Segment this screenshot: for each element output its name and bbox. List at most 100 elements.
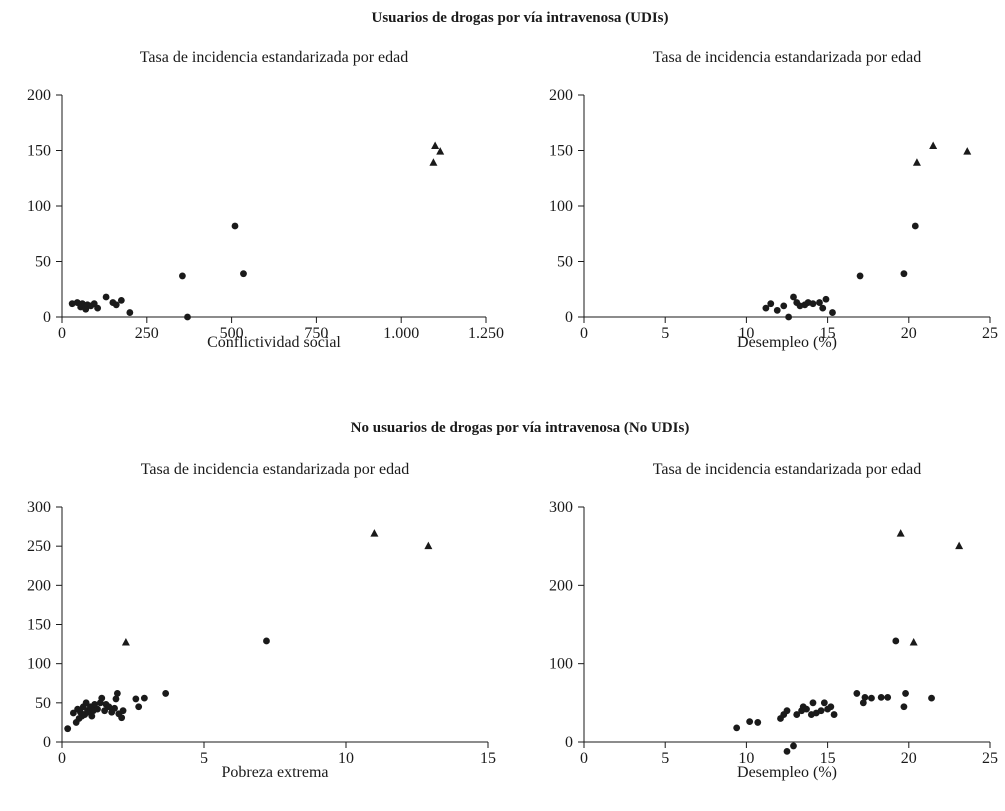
data-point-circle [240, 270, 247, 278]
y-tick-label: 200 [549, 87, 573, 104]
x-tick-label: 15 [480, 750, 496, 767]
data-point-circle [817, 707, 825, 715]
data-point-circle [859, 699, 867, 707]
data-point-circle [783, 748, 791, 755]
x-axis-label: Desempleo (%) [737, 334, 837, 351]
y-tick-label: 100 [549, 198, 573, 215]
data-point-triangle [929, 141, 938, 150]
data-point-circle [790, 293, 797, 301]
data-point-triangle [963, 147, 972, 155]
data-point-circle [790, 742, 797, 750]
y-tick-label: 200 [549, 577, 573, 594]
scatter-panel-4: Tasa de incidencia estandarizada por eda… [549, 461, 998, 781]
x-tick-label: 20 [901, 750, 917, 767]
data-point-circle [263, 637, 270, 645]
panel-title: Tasa de incidencia estandarizada por eda… [653, 461, 922, 478]
data-point-circle [231, 222, 239, 230]
x-tick-label: 250 [135, 325, 159, 342]
data-point-triangle [370, 529, 379, 537]
data-point-circle [184, 313, 191, 321]
data-point-circle [853, 690, 861, 697]
y-tick-label: 0 [43, 734, 51, 751]
data-point-triangle [121, 638, 130, 646]
data-point-circle [102, 293, 110, 301]
data-point-circle [868, 694, 875, 702]
data-point-circle [117, 296, 125, 304]
data-point-circle [135, 703, 143, 711]
data-point-circle [877, 693, 885, 701]
x-tick-label: 5 [200, 750, 208, 767]
y-tick-label: 0 [43, 309, 51, 326]
data-point-circle [112, 301, 120, 309]
y-tick-label: 50 [35, 254, 51, 271]
data-point-circle [809, 300, 817, 308]
data-point-circle [928, 694, 935, 702]
data-point-circle [816, 299, 823, 306]
y-tick-label: 100 [27, 656, 51, 673]
x-tick-label: 0 [58, 750, 66, 767]
data-point-circle [78, 300, 86, 308]
scatter-panel-1: Tasa de incidencia estandarizada por eda… [27, 49, 504, 351]
data-point-circle [900, 270, 908, 278]
x-tick-label: 10 [738, 750, 754, 767]
data-point-circle [113, 690, 121, 697]
data-point-circle [783, 707, 791, 715]
data-point-circle [98, 694, 106, 702]
y-tick-label: 150 [549, 143, 573, 160]
panel-title: Tasa de incidencia estandarizada por eda… [140, 49, 409, 66]
x-tick-label: 25 [982, 750, 998, 767]
data-point-circle [162, 690, 170, 697]
x-tick-label: 750 [304, 325, 328, 342]
scatter-panel-3: Tasa de incidencia estandarizada por eda… [27, 461, 496, 781]
data-point-circle [132, 695, 140, 703]
data-point-circle [829, 309, 836, 316]
data-point-circle [820, 699, 828, 707]
y-tick-label: 300 [549, 499, 573, 516]
data-point-triangle [429, 158, 438, 166]
x-tick-label: 5 [661, 325, 669, 342]
data-point-circle [118, 714, 126, 722]
panel-title: Tasa de incidencia estandarizada por eda… [653, 49, 922, 66]
x-tick-label: 15 [820, 750, 836, 767]
y-tick-label: 300 [27, 499, 51, 516]
data-point-triangle [955, 541, 964, 550]
x-tick-label: 0 [580, 750, 588, 767]
x-tick-label: 5 [661, 750, 669, 767]
x-tick-label: 10 [738, 325, 754, 342]
y-tick-label: 150 [27, 143, 51, 160]
x-axis-label: Desempleo (%) [737, 764, 837, 781]
data-point-circle [140, 694, 148, 702]
data-point-circle [64, 725, 72, 733]
data-point-circle [884, 693, 892, 701]
data-point-circle [803, 705, 810, 713]
data-point-triangle [436, 147, 445, 155]
data-point-circle [111, 704, 118, 712]
data-point-circle [830, 711, 838, 718]
data-point-circle [767, 300, 775, 308]
data-point-circle [819, 304, 827, 312]
data-point-circle [900, 703, 908, 711]
x-tick-label: 1.250 [468, 325, 504, 342]
section-title-no-udi: No usuarios de drogas por vía intravenos… [351, 420, 690, 436]
data-point-circle [762, 304, 770, 312]
x-tick-label: 15 [820, 325, 836, 342]
y-tick-label: 200 [27, 577, 51, 594]
data-point-circle [911, 222, 919, 230]
data-point-circle [827, 703, 835, 711]
data-point-triangle [424, 541, 433, 550]
y-tick-label: 250 [27, 538, 51, 555]
data-point-triangle [431, 141, 440, 150]
data-point-circle [902, 690, 909, 697]
y-tick-label: 200 [27, 87, 51, 104]
x-tick-label: 0 [58, 325, 66, 342]
data-point-circle [754, 719, 762, 726]
data-point-circle [785, 313, 793, 321]
y-tick-label: 0 [565, 734, 573, 751]
data-point-circle [861, 693, 869, 701]
y-tick-label: 150 [27, 617, 51, 634]
data-point-circle [112, 695, 120, 703]
y-tick-label: 50 [35, 695, 51, 712]
x-tick-label: 20 [901, 325, 917, 342]
x-axis-label: Pobreza extrema [221, 764, 328, 781]
